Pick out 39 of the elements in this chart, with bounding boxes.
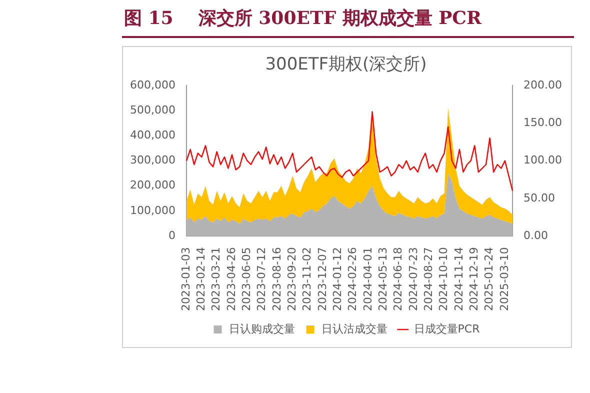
chart-title: 图 15 深交所 300ETF 期权成交量 PCR — [124, 7, 482, 30]
y-tick-label: 300,000 — [130, 154, 176, 167]
x-tick-label: 2024-07-23 — [406, 247, 420, 312]
x-tick-label: 2023-06-05 — [240, 247, 254, 312]
legend-label: 日认沽成交量 — [321, 322, 388, 336]
x-tick-label: 2024-11-14 — [452, 247, 466, 312]
legend-label: 日认购成交量 — [228, 322, 295, 336]
x-tick-label: 2023-11-02 — [300, 247, 314, 312]
x-tick-label: 2025-01-24 — [482, 247, 496, 312]
x-tick-label: 2023-04-26 — [224, 247, 238, 312]
y-tick-label: 400,000 — [130, 128, 176, 142]
chart-subtitle: 300ETF期权(深交所) — [265, 54, 427, 75]
x-tick-label: 2023-01-03 — [179, 247, 192, 312]
x-tick-label: 2023-02-14 — [194, 247, 208, 312]
x-tick-label: 2024-01-12 — [330, 247, 344, 312]
x-tick-label: 2023-08-16 — [270, 247, 284, 312]
y-tick-label: 200,000 — [130, 178, 176, 192]
x-tick-label: 2024-04-01 — [361, 247, 374, 312]
x-tick-label: 2023-12-07 — [316, 247, 329, 312]
y-tick-label: 600,000 — [130, 78, 176, 92]
x-tick-label: 2024-12-19 — [467, 247, 480, 312]
y2-tick-label: 200.00 — [524, 78, 562, 92]
x-tick-label: 2024-05-13 — [376, 247, 390, 312]
y-tick-label: 0 — [168, 228, 176, 242]
x-tick-label: 2023-03-21 — [210, 247, 223, 312]
x-tick-label: 2024-10-10 — [437, 247, 450, 312]
y-tick-label: 500,000 — [130, 103, 176, 116]
y2-tick-label: 100.00 — [524, 154, 562, 167]
x-tick-label: 2025-03-10 — [498, 247, 511, 312]
x-tick-label: 2023-09-20 — [285, 247, 298, 312]
y2-tick-label: 0.00 — [524, 228, 548, 242]
x-tick-label: 2023-07-12 — [255, 247, 268, 312]
y2-tick-label: 50.00 — [524, 191, 556, 204]
y2-tick-label: 150.00 — [524, 116, 562, 129]
x-tick-label: 2024-06-18 — [392, 247, 405, 312]
x-tick-label: 2024-02-26 — [346, 247, 360, 312]
x-tick-label: 2024-08-27 — [422, 247, 435, 312]
legend-label: 日成交量PCR — [414, 322, 480, 336]
y-tick-label: 100,000 — [130, 204, 176, 217]
